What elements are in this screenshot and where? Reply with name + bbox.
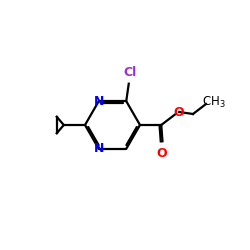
Text: O: O bbox=[173, 106, 184, 118]
Text: N: N bbox=[94, 95, 104, 108]
Text: Cl: Cl bbox=[123, 66, 136, 79]
Text: CH$_3$: CH$_3$ bbox=[202, 95, 226, 110]
Text: O: O bbox=[156, 147, 166, 160]
Text: N: N bbox=[94, 142, 104, 155]
